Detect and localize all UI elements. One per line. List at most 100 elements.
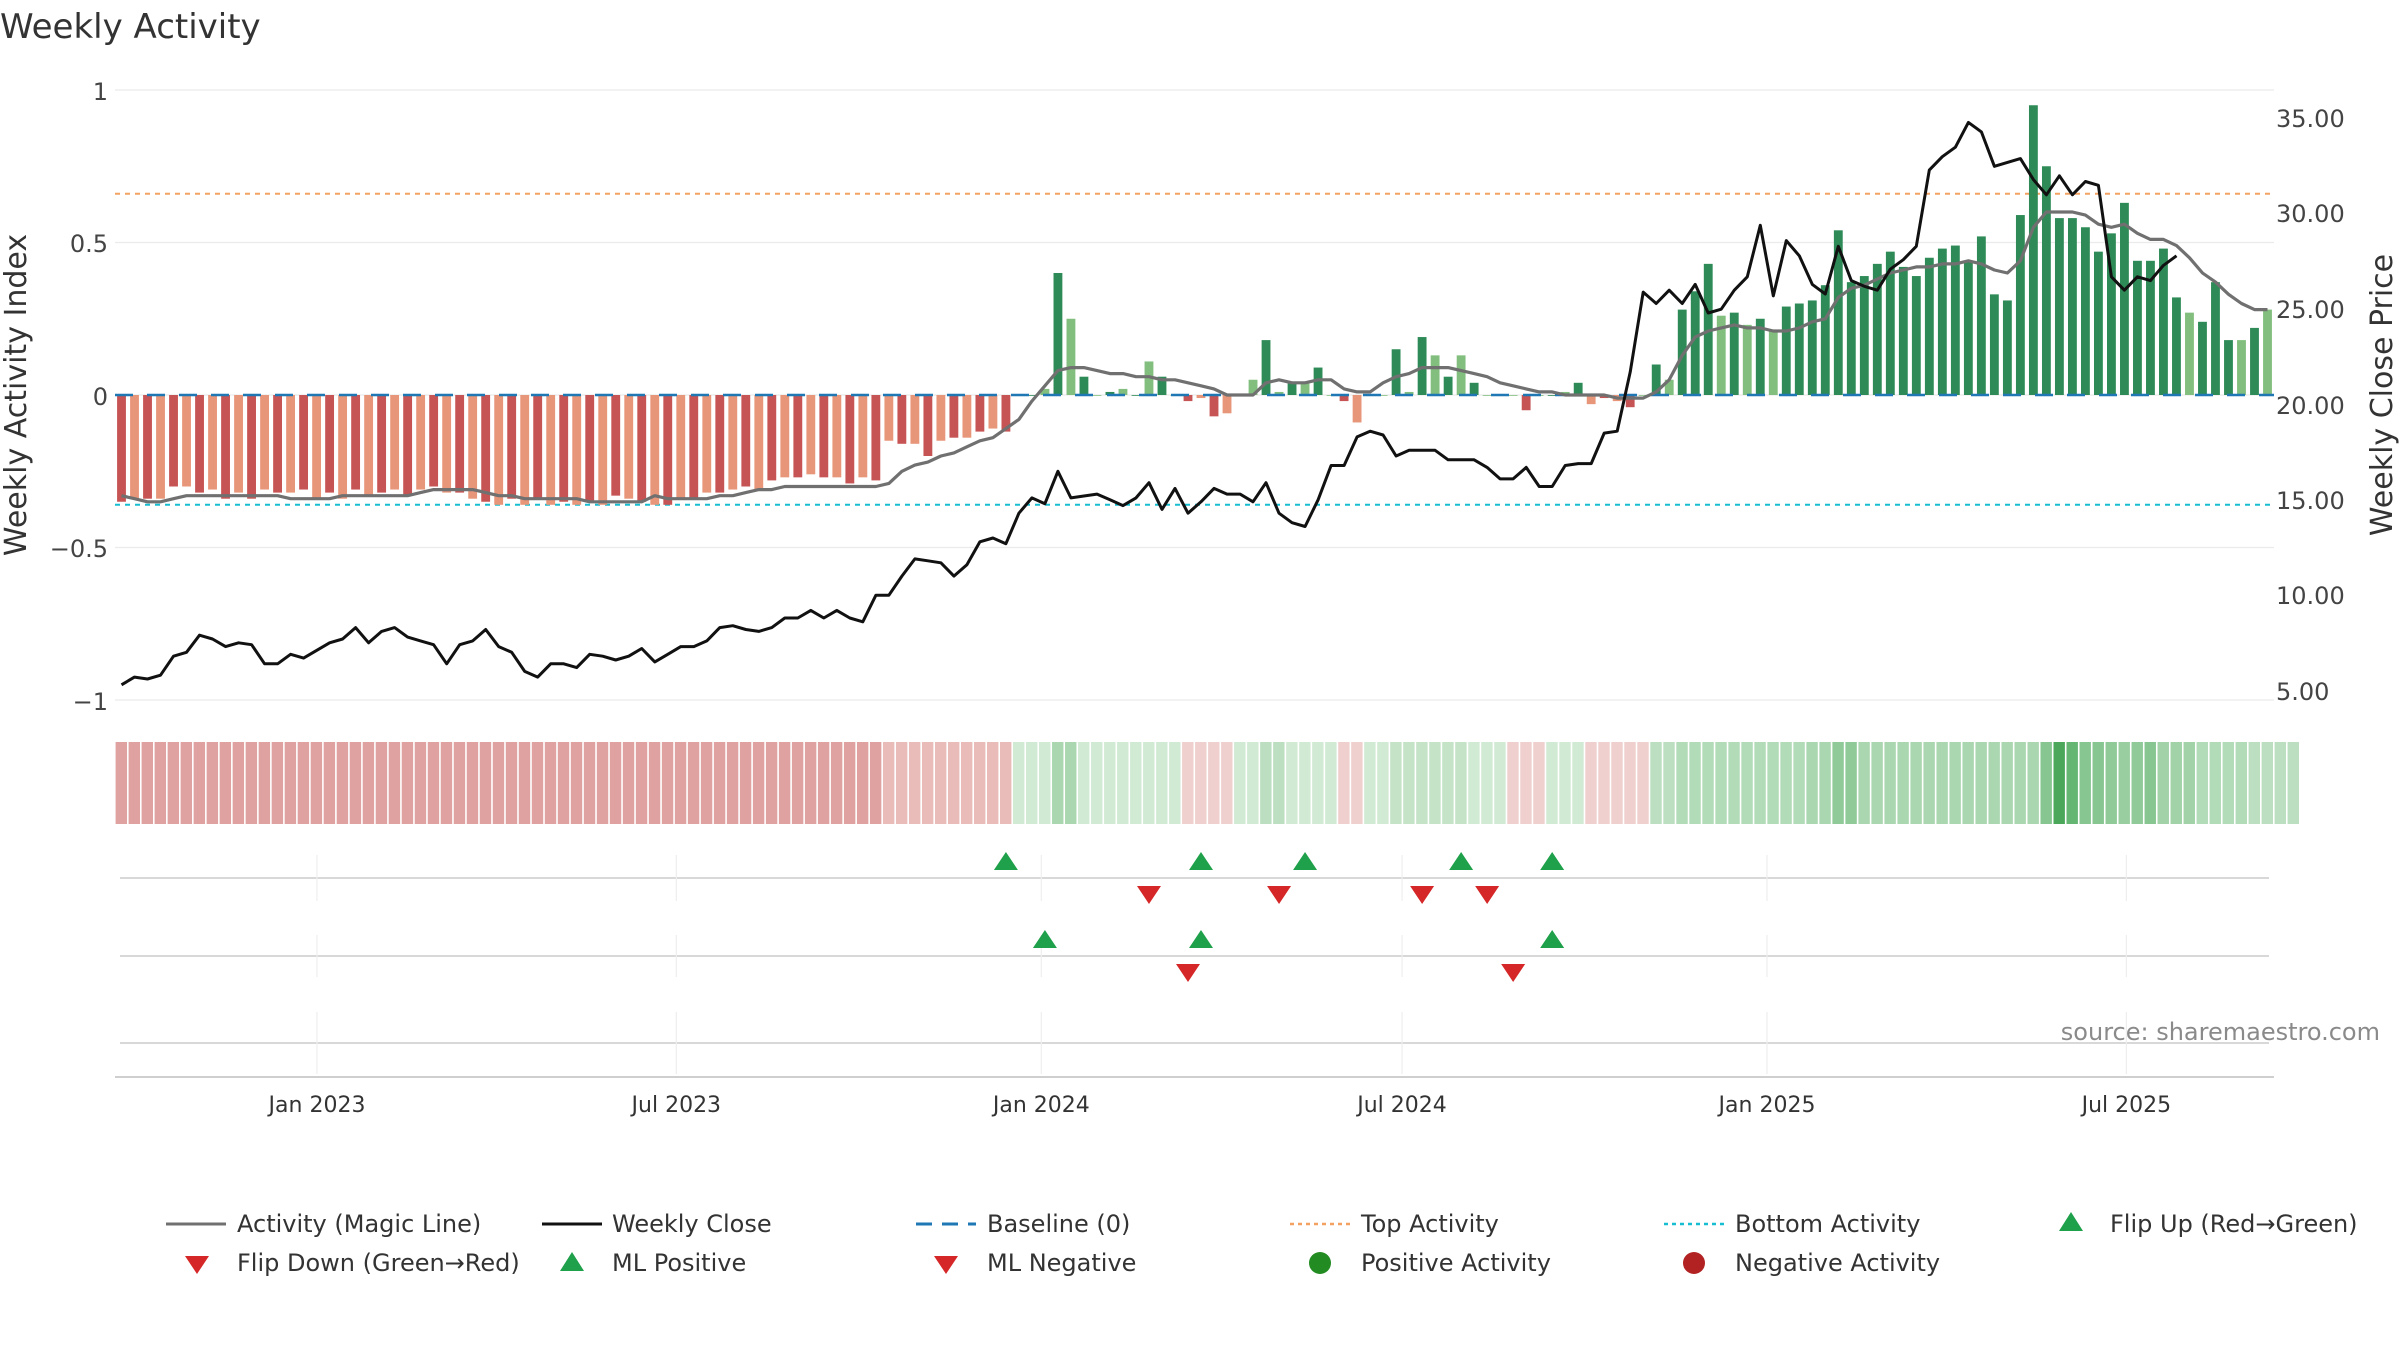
y-tick-label: −0.5 (50, 535, 108, 563)
x-tick-label: Jan 2023 (267, 1093, 366, 1118)
negative-activity-bar (689, 395, 699, 499)
state-cell (232, 742, 245, 824)
signal-markers (993, 852, 1565, 982)
state-cell (804, 742, 817, 824)
flip-up-icon (2059, 1212, 2083, 1231)
state-cell (778, 742, 791, 824)
flip-down-icon (185, 1256, 209, 1274)
state-cell (570, 742, 583, 824)
negative-activity-bar (533, 395, 543, 499)
legend-item-flip-up: Flip Up (Red→Green) (2059, 1210, 2358, 1238)
positive-activity-bar (1716, 315, 1726, 395)
legend-item-flip-down: Flip Down (Green→Red) (185, 1249, 520, 1277)
state-cell (752, 742, 765, 824)
state-cell (700, 742, 713, 824)
flip-down-marker (1267, 886, 1292, 904)
state-cell (2287, 742, 2300, 824)
negative-activity-bar (455, 395, 465, 493)
state-cell (1208, 742, 1220, 824)
positive-activity-bar (1729, 312, 1739, 395)
negative-activity-bar (403, 395, 413, 496)
negative-activity-bar (234, 395, 243, 493)
negative-activity-bar (286, 395, 296, 493)
positive-activity-bar (1690, 291, 1700, 395)
positive-activity-bar (1157, 376, 1167, 395)
positive-activity-bar (2237, 340, 2246, 395)
state-cell (453, 742, 466, 824)
positive-activity-bar (1664, 379, 1674, 395)
state-cell (466, 742, 479, 824)
state-cell (1858, 742, 1870, 824)
state-cell (1000, 742, 1012, 824)
state-cell (583, 742, 596, 824)
state-cell (1273, 742, 1285, 824)
negative-activity-bar (910, 395, 920, 444)
state-cell (1091, 742, 1103, 824)
positive-activity-bar (2093, 251, 2103, 395)
positive-activity-bar (1508, 395, 1518, 396)
state-cell (1728, 742, 1740, 824)
flip-up-marker (1293, 852, 1318, 870)
flip-up-marker (1449, 852, 1474, 870)
state-cell (2092, 742, 2104, 824)
chart-title: Weekly Activity (0, 7, 261, 47)
x-tick-label: Jul 2024 (1355, 1093, 1447, 1118)
negative-activity-bar (871, 395, 881, 481)
negative-activity-bar (1339, 395, 1349, 402)
negative-activity-dot-icon (1683, 1252, 1705, 1274)
negative-activity-bar (1586, 395, 1596, 405)
positive-activity-bar (1482, 395, 1492, 396)
state-cell (661, 742, 674, 824)
state-cell (1702, 742, 1714, 824)
legend-label: Flip Up (Red→Green) (2110, 1210, 2358, 1238)
positive-activity-bar (1079, 376, 1089, 395)
state-cell (869, 742, 882, 824)
state-cell (1013, 742, 1025, 824)
state-cell (2144, 742, 2156, 824)
negative-activity-bar (273, 395, 282, 493)
positive-activity-bar (2250, 327, 2259, 395)
state-cell (1650, 742, 1662, 824)
negative-activity-bar (767, 395, 777, 481)
x-tick-label: Jan 2025 (1717, 1093, 1816, 1118)
state-cell (1806, 742, 1818, 824)
state-cell (1494, 742, 1506, 824)
state-cell (1351, 742, 1363, 824)
state-cell (2105, 742, 2117, 824)
state-cell (2118, 742, 2130, 824)
state-cell (609, 742, 622, 824)
state-cell (1416, 742, 1428, 824)
negative-activity-bar (884, 395, 894, 441)
state-cell (1507, 742, 1519, 824)
state-cell (1429, 742, 1441, 824)
legend-label: ML Positive (612, 1249, 746, 1277)
state-cell (141, 742, 154, 824)
state-cell (1819, 742, 1831, 824)
legend-item-ml-negative: ML Negative (934, 1249, 1136, 1277)
state-cell (1780, 742, 1792, 824)
y-tick-label: 0.5 (70, 230, 108, 258)
state-cell (1312, 742, 1324, 824)
state-cell (2222, 742, 2234, 824)
ml-positive-marker (1189, 930, 1214, 948)
state-cell (1689, 742, 1701, 824)
positive-activity-bar (1066, 318, 1076, 395)
state-cell (2079, 742, 2091, 824)
positive-activity-bar (1937, 248, 1947, 395)
state-cell (2183, 742, 2195, 824)
positive-activity-bar (1794, 303, 1804, 395)
state-cell (1052, 742, 1064, 824)
positive-activity-bar (1859, 276, 1869, 395)
state-cell (245, 742, 258, 824)
y2-tick-label: 20.00 (2276, 392, 2345, 420)
state-cell (167, 742, 180, 824)
state-cell (2261, 742, 2273, 824)
state-cell (297, 742, 310, 824)
positive-activity-bar (2002, 300, 2012, 395)
positive-activity-bar (1872, 263, 1882, 395)
negative-activity-bar (598, 395, 608, 505)
state-cell (596, 742, 609, 824)
state-cell (336, 742, 349, 824)
legend: Activity (Magic Line) Weekly Close Basel… (166, 1210, 2358, 1277)
negative-activity-bar (364, 395, 374, 496)
